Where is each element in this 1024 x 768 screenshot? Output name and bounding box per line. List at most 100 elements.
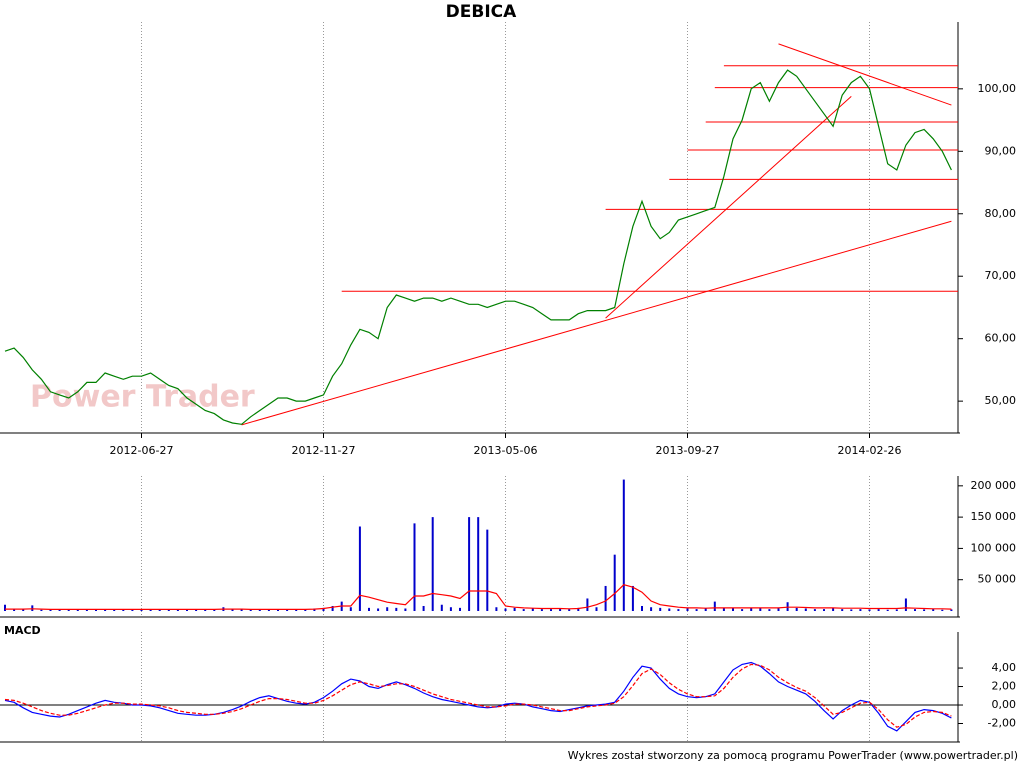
bar xyxy=(213,609,216,611)
bar xyxy=(768,609,771,611)
bar xyxy=(504,608,507,611)
y-tick-label: 100,00 xyxy=(978,82,1017,95)
bar xyxy=(413,523,416,611)
bar xyxy=(859,609,862,611)
bar xyxy=(813,609,816,611)
bar xyxy=(568,609,571,611)
bar xyxy=(358,526,361,611)
y-tick-label: 150 000 xyxy=(971,510,1017,523)
bar xyxy=(440,604,443,611)
bar xyxy=(577,607,580,611)
bar xyxy=(468,517,471,611)
bar xyxy=(404,608,407,611)
bar xyxy=(631,585,634,611)
bar xyxy=(31,605,34,611)
bar xyxy=(941,609,944,611)
bar xyxy=(395,607,398,611)
y-tick-label: 50 000 xyxy=(978,573,1017,586)
bar xyxy=(167,609,170,611)
y-tick-label: -2,00 xyxy=(988,717,1016,730)
bar xyxy=(886,609,889,611)
bar xyxy=(368,607,370,611)
bar xyxy=(613,554,616,611)
footer: Wykres został stworzony za pomocą progra… xyxy=(568,749,1018,762)
bar xyxy=(76,609,79,611)
bar xyxy=(422,605,425,611)
bar xyxy=(377,608,380,611)
bar xyxy=(722,607,725,611)
bar xyxy=(832,608,835,611)
bar xyxy=(349,607,352,611)
bar xyxy=(295,609,298,611)
bar xyxy=(522,609,525,611)
y-tick-label: 2,00 xyxy=(992,680,1017,693)
y-tick-label: 100 000 xyxy=(971,541,1017,554)
series-line xyxy=(4,663,952,728)
bar xyxy=(286,609,289,611)
series-line xyxy=(4,661,952,732)
bar xyxy=(449,607,452,611)
x-tick-label: 2013-05-06 xyxy=(474,444,538,457)
bar xyxy=(431,517,434,611)
bar xyxy=(659,607,662,611)
bar xyxy=(22,609,25,611)
bar xyxy=(559,608,562,611)
bar xyxy=(741,609,744,611)
bar xyxy=(550,609,552,611)
bar xyxy=(841,609,844,611)
bar xyxy=(932,609,935,611)
bar xyxy=(695,609,698,611)
bar xyxy=(313,608,316,611)
bar xyxy=(122,609,125,611)
bar xyxy=(140,609,143,611)
bar xyxy=(732,608,734,611)
bar xyxy=(650,607,653,611)
bar xyxy=(477,517,480,611)
bar xyxy=(950,609,953,611)
bar xyxy=(713,601,716,611)
bar xyxy=(176,609,179,611)
y-tick-label: 200 000 xyxy=(971,479,1017,492)
bar xyxy=(604,585,607,611)
bar xyxy=(914,609,916,611)
bar xyxy=(877,609,880,611)
bar xyxy=(759,608,762,611)
bar xyxy=(249,609,252,611)
bar xyxy=(677,609,680,611)
bar xyxy=(641,605,643,611)
bar xyxy=(386,607,389,611)
x-tick-label: 2012-11-27 xyxy=(292,444,356,457)
bar xyxy=(240,609,243,611)
bar xyxy=(104,609,107,611)
series-line xyxy=(4,69,952,425)
x-tick-label: 2013-09-27 xyxy=(656,444,720,457)
bar xyxy=(895,609,898,611)
bar xyxy=(131,609,134,611)
bar xyxy=(823,609,825,611)
bar xyxy=(495,607,498,611)
bar xyxy=(113,609,116,611)
x-tick-label: 2014-02-26 xyxy=(838,444,902,457)
y-tick-label: 90,00 xyxy=(985,144,1017,157)
bar xyxy=(868,609,871,611)
bar xyxy=(58,609,61,611)
series-line xyxy=(5,584,952,610)
bar xyxy=(904,598,907,611)
bar xyxy=(486,529,489,611)
y-tick-label: 4,00 xyxy=(992,661,1017,674)
watermark: Power Trader xyxy=(30,380,255,415)
bar xyxy=(149,609,152,611)
panel-title: MACD xyxy=(4,624,41,637)
bar xyxy=(322,607,325,611)
bar xyxy=(923,609,926,611)
bar xyxy=(595,607,598,611)
bar xyxy=(531,608,534,611)
chart-title: DEBICA xyxy=(446,2,517,22)
y-tick-label: 50,00 xyxy=(985,394,1017,407)
y-tick-label: 0,00 xyxy=(992,698,1017,711)
bar xyxy=(850,609,853,611)
bar xyxy=(277,609,279,611)
bar xyxy=(459,607,461,611)
bar xyxy=(622,479,625,611)
